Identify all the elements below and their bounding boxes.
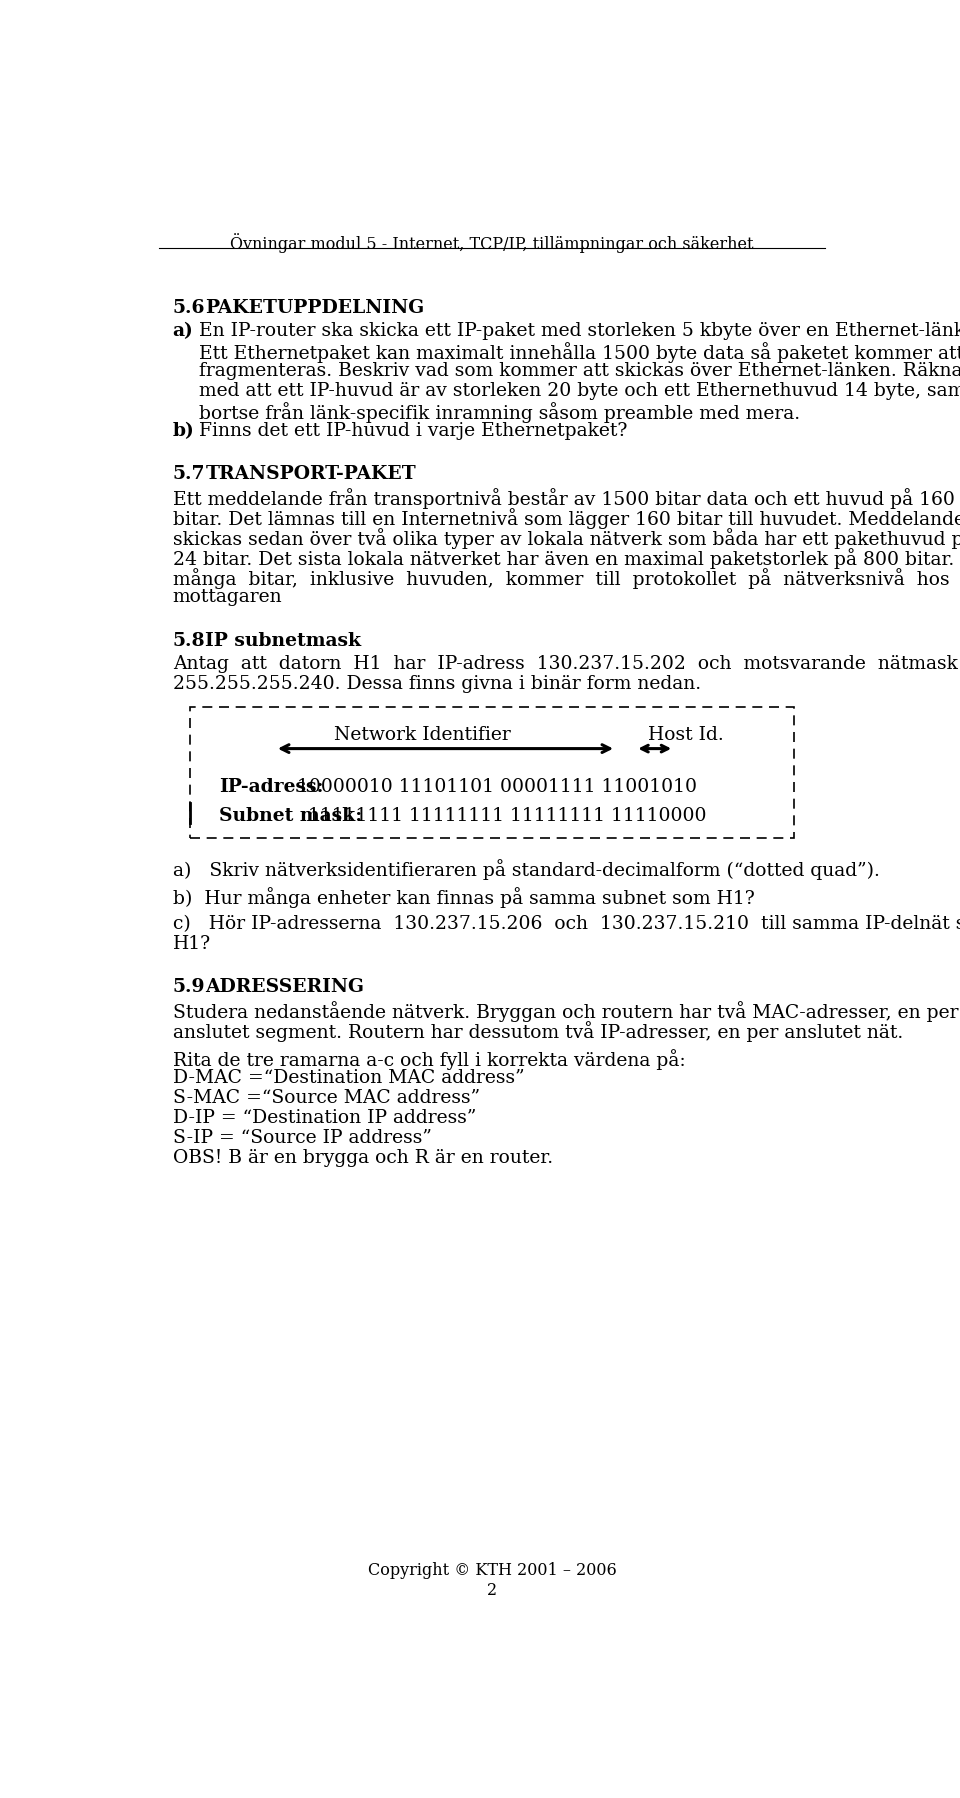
Text: mottagaren: mottagaren [173,588,282,606]
Text: bitar. Det lämnas till en Internetnivå som lägger 160 bitar till huvudet. Meddel: bitar. Det lämnas till en Internetnivå s… [173,509,960,529]
Text: En IP-router ska skicka ett IP-paket med storleken 5 kbyte över en Ethernet-länk: En IP-router ska skicka ett IP-paket med… [199,322,960,340]
Text: a)   Skriv nätverksidentifieraren på standard-decimalform (“dotted quad”).: a) Skriv nätverksidentifieraren på stand… [173,859,879,881]
Text: skickas sedan över två olika typer av lokala nätverk som båda har ett pakethuvud: skickas sedan över två olika typer av lo… [173,529,960,550]
Bar [190,707,794,838]
Text: ADRESSERING: ADRESSERING [205,978,364,996]
Text: Antag  att  datorn  H1  har  IP-adress  130.237.15.202  och  motsvarande  nätmas: Antag att datorn H1 har IP-adress 130.23… [173,654,957,672]
Text: Studera nedanstående nätverk. Bryggan och routern har två MAC-adresser, en per: Studera nedanstående nätverk. Bryggan oc… [173,1001,958,1021]
Text: D-MAC =“Destination MAC address”: D-MAC =“Destination MAC address” [173,1070,524,1088]
Text: 11111111 11111111 11111111 11110000: 11111111 11111111 11111111 11110000 [308,807,707,825]
Text: TRANSPORT-PAKET: TRANSPORT-PAKET [205,466,416,484]
Text: D-IP = “Destination IP address”: D-IP = “Destination IP address” [173,1109,476,1127]
Text: Subnet mask:: Subnet mask: [219,807,363,825]
Text: 24 bitar. Det sista lokala nätverket har även en maximal paketstorlek på 800 bit: 24 bitar. Det sista lokala nätverket har… [173,548,960,570]
Text: H1?: H1? [173,935,211,953]
Text: OBS! B är en brygga och R är en router.: OBS! B är en brygga och R är en router. [173,1149,553,1167]
Text: c)   Hör IP-adresserna  130.237.15.206  och  130.237.15.210  till samma IP-delnä: c) Hör IP-adresserna 130.237.15.206 och … [173,915,960,933]
Text: PAKETUPPDELNING: PAKETUPPDELNING [205,298,424,316]
Text: Ett Ethernetpaket kan maximalt innehålla 1500 byte data så paketet kommer att: Ett Ethernetpaket kan maximalt innehålla… [199,342,960,363]
Text: IP subnetmask: IP subnetmask [205,631,361,649]
Text: IP-adress:: IP-adress: [219,779,324,797]
Text: anslutet segment. Routern har dessutom två IP-adresser, en per anslutet nät.: anslutet segment. Routern har dessutom t… [173,1021,903,1043]
Text: b): b) [173,423,195,441]
Text: S-IP = “Source IP address”: S-IP = “Source IP address” [173,1129,432,1147]
Text: 5.6: 5.6 [173,298,205,316]
Text: 255.255.255.240. Dessa finns givna i binär form nedan.: 255.255.255.240. Dessa finns givna i bin… [173,674,701,692]
Text: 10000010 11101101 00001111 11001010: 10000010 11101101 00001111 11001010 [297,779,697,797]
Text: 5.8: 5.8 [173,631,205,649]
Text: 5.9: 5.9 [173,978,205,996]
Text: b)  Hur många enheter kan finnas på samma subnet som H1?: b) Hur många enheter kan finnas på samma… [173,886,755,908]
Text: 5.7: 5.7 [173,466,205,484]
Text: a): a) [173,322,194,340]
Text: med att ett IP-huvud är av storleken 20 byte och ett Ethernethuvud 14 byte, samt: med att ett IP-huvud är av storleken 20 … [199,383,960,401]
Text: Ett meddelande från transportnivå består av 1500 bitar data och ett huvud på 160: Ett meddelande från transportnivå består… [173,489,954,509]
Text: Copyright © KTH 2001 – 2006: Copyright © KTH 2001 – 2006 [368,1562,616,1579]
Text: S-MAC =“Source MAC address”: S-MAC =“Source MAC address” [173,1090,480,1108]
Text: Host Id.: Host Id. [648,726,724,744]
Text: 2: 2 [487,1582,497,1598]
Text: bortse från länk-specifik inramning såsom preamble med mera.: bortse från länk-specifik inramning såso… [199,403,801,423]
Text: Övningar modul 5 - Internet, TCP/IP, tillämpningar och säkerhet: Övningar modul 5 - Internet, TCP/IP, til… [230,232,754,254]
Text: Rita de tre ramarna a-c och fyll i korrekta värdena på:: Rita de tre ramarna a-c och fyll i korre… [173,1048,685,1070]
Text: fragmenteras. Beskriv vad som kommer att skickas över Ethernet-länken. Räkna: fragmenteras. Beskriv vad som kommer att… [199,361,960,379]
Text: Network Identifier: Network Identifier [334,726,511,744]
Text: många  bitar,  inklusive  huvuden,  kommer  till  protokollet  på  nätverksnivå : många bitar, inklusive huvuden, kommer t… [173,568,949,590]
Text: Finns det ett IP-huvud i varje Ethernetpaket?: Finns det ett IP-huvud i varje Ethernetp… [199,423,628,441]
